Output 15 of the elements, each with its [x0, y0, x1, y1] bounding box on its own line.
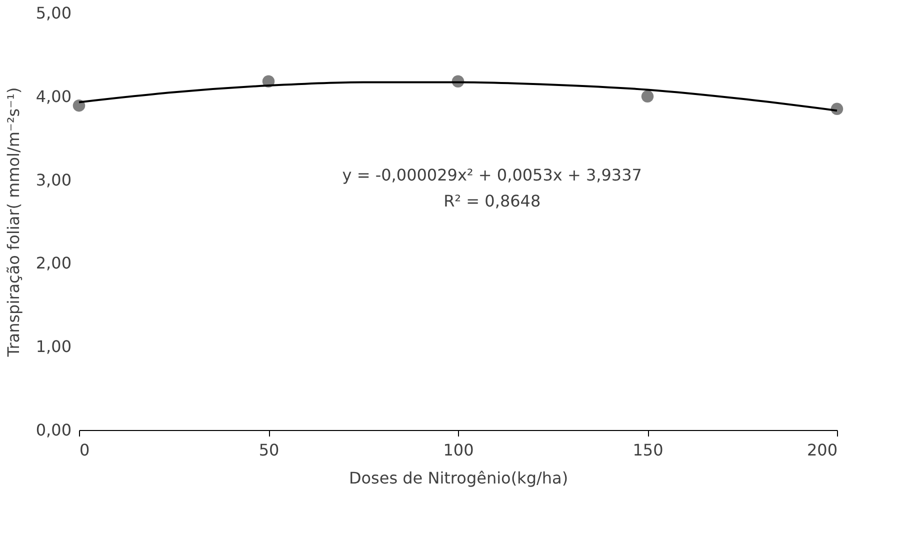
y-tick-label: 2,00 — [36, 254, 72, 273]
annotation: R² = 0,8648 — [444, 192, 541, 211]
y-tick-label: 5,00 — [36, 4, 72, 22]
y-tick-label: 4,00 — [36, 86, 72, 106]
y-tick-label: 0,00 — [36, 420, 72, 440]
x-tick-label: 100 — [443, 440, 474, 460]
x-tick-label: 0 — [80, 440, 90, 460]
y-tick-label: 3,00 — [36, 170, 72, 190]
x-tick-label: 200 — [806, 440, 838, 460]
x-tick-label: 150 — [632, 440, 664, 460]
y-tick-label: 1,00 — [36, 337, 72, 356]
x-tick-label: 50 — [258, 440, 280, 460]
annotation: y = -0,000029x² + 0,0053x + 3,9337 — [342, 166, 642, 185]
y-axis-title: Transpiração foliar( mmol/m⁻²s⁻¹) — [4, 87, 23, 358]
x-axis-title: Doses de Nitrogênio(kg/ha) — [348, 468, 568, 488]
